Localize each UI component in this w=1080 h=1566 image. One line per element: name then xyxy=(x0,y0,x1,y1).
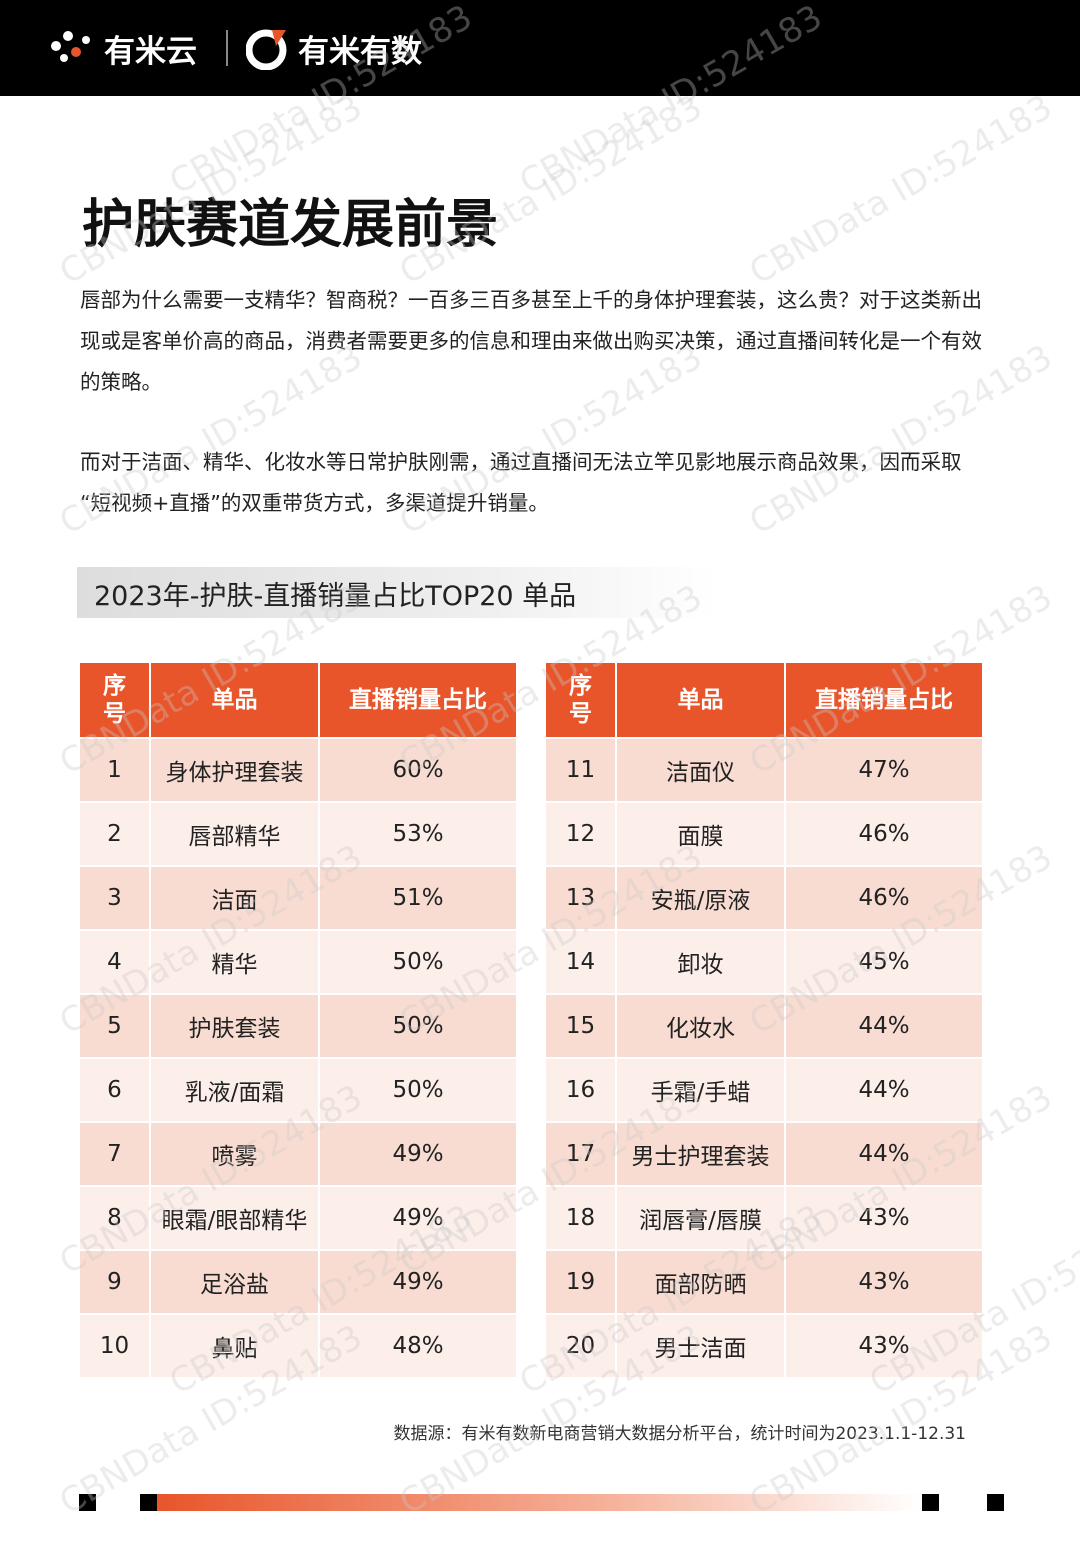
table-cell: 44% xyxy=(786,1059,982,1121)
table-cell: 化妆水 xyxy=(617,995,784,1057)
table-cell: 喷雾 xyxy=(151,1123,318,1185)
table-title-band xyxy=(77,567,717,618)
table-cell: 60% xyxy=(320,739,516,801)
table-cell: 43% xyxy=(786,1187,982,1249)
table-cell: 48% xyxy=(320,1315,516,1377)
table-cell: 护肤套装 xyxy=(151,995,318,1057)
table-cell: 乳液/面霜 xyxy=(151,1059,318,1121)
table-cell: 身体护理套装 xyxy=(151,739,318,801)
table-cell: 43% xyxy=(786,1315,982,1377)
table-cell: 眼霜/眼部精华 xyxy=(151,1187,318,1249)
table-cell: 唇部精华 xyxy=(151,803,318,865)
table-cell: 10 xyxy=(80,1315,149,1377)
table-cell: 精华 xyxy=(151,931,318,993)
table-cell: 3 xyxy=(80,867,149,929)
table-header: 单品 xyxy=(617,663,784,737)
table-cell: 49% xyxy=(320,1123,516,1185)
decor-square xyxy=(922,1494,939,1511)
table-cell: 15 xyxy=(546,995,615,1057)
table-cell: 安瓶/原液 xyxy=(617,867,784,929)
watermark: CBNData ID:524183 xyxy=(742,87,1060,293)
logo-icon xyxy=(51,31,90,62)
table-cell: 17 xyxy=(546,1123,615,1185)
table-header: 单品 xyxy=(151,663,318,737)
table-header: 序号 xyxy=(546,663,615,737)
table-header: 序号 xyxy=(80,663,149,737)
table-cell: 49% xyxy=(320,1187,516,1249)
table-cell: 洁面仪 xyxy=(617,739,784,801)
table-cell: 50% xyxy=(320,995,516,1057)
table-cell: 13 xyxy=(546,867,615,929)
table-cell: 卸妆 xyxy=(617,931,784,993)
table-cell: 49% xyxy=(320,1251,516,1313)
table-cell: 44% xyxy=(786,1123,982,1185)
table-cell: 20 xyxy=(546,1315,615,1377)
table-cell: 男士洁面 xyxy=(617,1315,784,1377)
paragraph: 而对于洁面、精华、化妆水等日常护肤刚需，通过直播间无法立竿见影地展示商品效果，因… xyxy=(80,450,962,515)
table-cell: 47% xyxy=(786,739,982,801)
table-cell: 14 xyxy=(546,931,615,993)
table-cell: 4 xyxy=(80,931,149,993)
logo-icon xyxy=(246,29,287,70)
brand: 有米云 xyxy=(104,34,197,70)
table-cell: 43% xyxy=(786,1251,982,1313)
decor-square xyxy=(140,1494,157,1511)
decor-bar xyxy=(157,1494,922,1511)
brand: 有米有数 xyxy=(298,34,422,70)
paragraph: 唇部为什么需要一支精华？智商税？一百多三百多甚至上千的身体护理套装，这么贵？对于… xyxy=(80,288,982,394)
table-cell: 鼻贴 xyxy=(151,1315,318,1377)
header-bar: 有米云 有米有数 xyxy=(0,0,1080,96)
table-cell: 18 xyxy=(546,1187,615,1249)
table-cell: 45% xyxy=(786,931,982,993)
table-header: 直播销量占比 xyxy=(320,663,516,737)
table-cell: 46% xyxy=(786,867,982,929)
table-cell: 50% xyxy=(320,1059,516,1121)
table-cell: 1 xyxy=(80,739,149,801)
table-cell: 面膜 xyxy=(617,803,784,865)
table-cell: 51% xyxy=(320,867,516,929)
table-cell: 46% xyxy=(786,803,982,865)
table-cell: 11 xyxy=(546,739,615,801)
table-cell: 9 xyxy=(80,1251,149,1313)
decor-square xyxy=(79,1494,96,1511)
source-note: 数据源：有米有数新电商营销大数据分析平台，统计时间为2023.1.1-12.31 xyxy=(393,1424,966,1444)
table-cell: 足浴盐 xyxy=(151,1251,318,1313)
table-cell: 男士护理套装 xyxy=(617,1123,784,1185)
table-cell: 润唇膏/唇膜 xyxy=(617,1187,784,1249)
table-title: 2023年-护肤-直播销量占比TOP20 单品 xyxy=(94,581,577,612)
table-cell: 53% xyxy=(320,803,516,865)
table-cell: 19 xyxy=(546,1251,615,1313)
table-cell: 12 xyxy=(546,803,615,865)
table-header: 直播销量占比 xyxy=(786,663,982,737)
table-cell: 44% xyxy=(786,995,982,1057)
table-cell: 5 xyxy=(80,995,149,1057)
divider xyxy=(226,30,228,66)
table-cell: 手霜/手蜡 xyxy=(617,1059,784,1121)
table-cell: 洁面 xyxy=(151,867,318,929)
table-cell: 7 xyxy=(80,1123,149,1185)
table-cell: 50% xyxy=(320,931,516,993)
table-cell: 8 xyxy=(80,1187,149,1249)
table-cell: 16 xyxy=(546,1059,615,1121)
table-cell: 2 xyxy=(80,803,149,865)
decor-square xyxy=(987,1494,1004,1511)
page-title: 护肤赛道发展前景 xyxy=(82,195,499,255)
table-cell: 面部防晒 xyxy=(617,1251,784,1313)
table-cell: 6 xyxy=(80,1059,149,1121)
